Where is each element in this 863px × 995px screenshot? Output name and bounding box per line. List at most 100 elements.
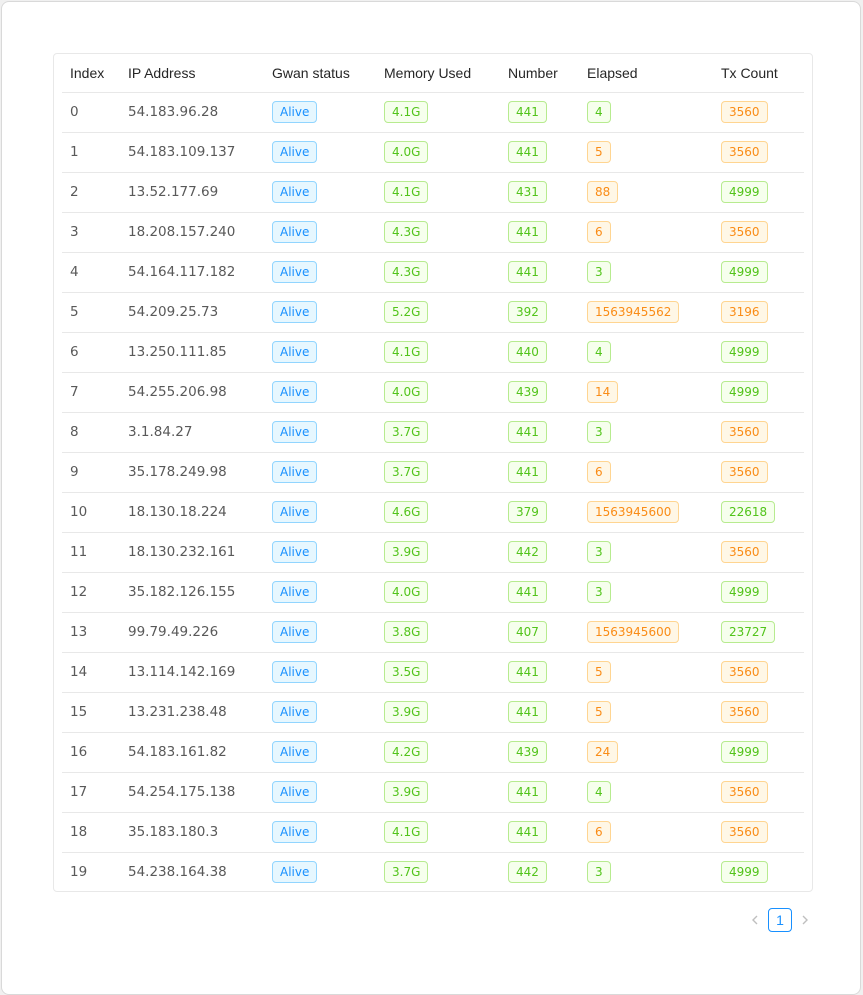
table-cell: 3.9G	[376, 772, 500, 813]
table-row[interactable]: 6 13.250.111.85 Alive 4.1G 440 4 4999	[62, 332, 804, 373]
memory-badge: 3.5G	[384, 661, 429, 683]
column-header-elapsed[interactable]: Elapsed	[579, 54, 713, 93]
elapsed-badge: 4	[587, 781, 611, 803]
column-header-index[interactable]: Index	[62, 54, 120, 93]
table-row[interactable]: 13 99.79.49.226 Alive 3.8G 407 1563945600 2372…	[62, 612, 804, 653]
table-cell: 5	[579, 692, 713, 733]
number-badge: 431	[508, 181, 547, 203]
table-cell: 392	[500, 292, 579, 333]
column-header-memory-used[interactable]: Memory Used	[376, 54, 500, 93]
number-badge: 441	[508, 781, 547, 803]
table-cell: 4999	[713, 372, 804, 413]
table-row[interactable]: 1 54.183.109.137 Alive 4.0G 441 5 3560	[62, 132, 804, 173]
status-badge: Alive	[272, 541, 318, 563]
table-cell: 54.183.109.137	[120, 132, 264, 173]
column-header-ip-address[interactable]: IP Address	[120, 54, 264, 93]
table-cell: Alive	[264, 412, 376, 453]
table-cell: Alive	[264, 452, 376, 493]
table-row[interactable]: 19 54.238.164.38 Alive 3.7G 442 3 4999	[62, 852, 804, 892]
status-badge: Alive	[272, 501, 318, 523]
cell-index: 0	[70, 104, 79, 120]
table-row[interactable]: 12 35.182.126.155 Alive 4.0G 441 3 4999	[62, 572, 804, 613]
column-header-tx-count[interactable]: Tx Count	[713, 54, 804, 93]
table-cell: 4.0G	[376, 132, 500, 173]
table-row[interactable]: 11 18.130.232.161 Alive 3.9G 442 3 3560	[62, 532, 804, 573]
table-cell: 14	[579, 372, 713, 413]
table-cell: Alive	[264, 172, 376, 213]
tx-count-badge: 3560	[721, 221, 768, 243]
tx-count-badge: 23727	[721, 621, 776, 643]
tx-count-badge: 4999	[721, 741, 768, 763]
pagination: 1	[744, 908, 816, 932]
table-row[interactable]: 10 18.130.18.224 Alive 4.6G 379 1563945600 226…	[62, 492, 804, 533]
table-cell: 4.3G	[376, 212, 500, 253]
table-cell: 4	[62, 252, 120, 293]
elapsed-badge: 3	[587, 261, 611, 283]
cell-index: 10	[70, 504, 88, 520]
table-cell: 5	[579, 652, 713, 693]
table-cell: 12	[62, 572, 120, 613]
number-badge: 441	[508, 221, 547, 243]
cell-ip-address: 54.238.164.38	[128, 864, 227, 881]
status-badge: Alive	[272, 621, 318, 643]
table-cell: 3.7G	[376, 412, 500, 453]
number-badge: 439	[508, 381, 547, 403]
chevron-right-icon[interactable]	[794, 912, 816, 928]
table-row[interactable]: 5 54.209.25.73 Alive 5.2G 392 1563945562 3196	[62, 292, 804, 333]
table-row[interactable]: 9 35.178.249.98 Alive 3.7G 441 6 3560	[62, 452, 804, 493]
table-cell: 35.182.126.155	[120, 572, 264, 613]
table-row[interactable]: 17 54.254.175.138 Alive 3.9G 441 4 3560	[62, 772, 804, 813]
elapsed-badge: 6	[587, 461, 611, 483]
memory-badge: 4.2G	[384, 741, 429, 763]
table-row[interactable]: 16 54.183.161.82 Alive 4.2G 439 24 4999	[62, 732, 804, 773]
table-cell: 4	[579, 772, 713, 813]
chevron-left-icon[interactable]	[744, 912, 766, 928]
status-badge: Alive	[272, 781, 318, 803]
column-header-gwan-status[interactable]: Gwan status	[264, 54, 376, 93]
memory-badge: 4.0G	[384, 581, 429, 603]
table-cell: 4	[579, 92, 713, 133]
table-row[interactable]: 4 54.164.117.182 Alive 4.3G 441 3 4999	[62, 252, 804, 293]
cell-ip-address: 54.183.109.137	[128, 144, 236, 160]
table-cell: Alive	[264, 212, 376, 253]
table-cell: 379	[500, 492, 579, 533]
elapsed-badge: 3	[587, 861, 611, 884]
memory-badge: 4.6G	[384, 501, 429, 523]
table-row[interactable]: 18 35.183.180.3 Alive 4.1G 441 6 3560	[62, 812, 804, 853]
table-cell: 3560	[713, 812, 804, 853]
memory-badge: 4.0G	[384, 141, 429, 163]
table-row[interactable]: 8 3.1.84.27 Alive 3.7G 441 3 3560	[62, 412, 804, 453]
table-cell: 442	[500, 532, 579, 573]
table-cell: Alive	[264, 332, 376, 373]
table-cell: 3560	[713, 692, 804, 733]
table-row[interactable]: 15 13.231.238.48 Alive 3.9G 441 5 3560	[62, 692, 804, 733]
table-cell: 1563945600	[579, 612, 713, 653]
pagination-page-1[interactable]: 1	[768, 908, 792, 932]
status-badge: Alive	[272, 861, 318, 884]
number-badge: 407	[508, 621, 547, 643]
nodes-table-container: Index IP Address Gwan status Memory Used…	[53, 53, 813, 892]
table-cell: 441	[500, 92, 579, 133]
table-cell: 7	[62, 372, 120, 413]
table-row[interactable]: 3 18.208.157.240 Alive 4.3G 441 6 3560	[62, 212, 804, 253]
tx-count-badge: 3560	[721, 101, 768, 123]
elapsed-badge: 4	[587, 101, 611, 123]
table-cell: 442	[500, 852, 579, 892]
table-cell: 4.1G	[376, 92, 500, 133]
table-row[interactable]: 2 13.52.177.69 Alive 4.1G 431 88 4999	[62, 172, 804, 213]
table-cell: 3.9G	[376, 532, 500, 573]
table-row[interactable]: 14 13.114.142.169 Alive 3.5G 441 5 3560	[62, 652, 804, 693]
table-row[interactable]: 7 54.255.206.98 Alive 4.0G 439 14 4999	[62, 372, 804, 413]
table-cell: 3	[579, 852, 713, 892]
memory-badge: 3.7G	[384, 421, 429, 443]
cell-ip-address: 35.183.180.3	[128, 824, 219, 840]
memory-badge: 3.9G	[384, 701, 429, 723]
status-badge: Alive	[272, 101, 318, 123]
column-header-number[interactable]: Number	[500, 54, 579, 93]
table-cell: 18	[62, 812, 120, 853]
table-row[interactable]: 0 54.183.96.28 Alive 4.1G 441 4 3560	[62, 92, 804, 133]
table-cell: 4999	[713, 572, 804, 613]
cell-ip-address: 18.130.18.224	[128, 504, 227, 520]
table-body: 0 54.183.96.28 Alive 4.1G 441 4 3560 1 54.183.10…	[62, 92, 804, 892]
table-cell: Alive	[264, 292, 376, 333]
